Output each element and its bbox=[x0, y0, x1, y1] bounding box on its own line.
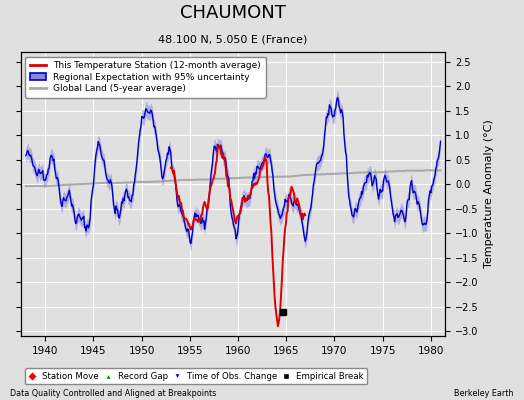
Text: 48.100 N, 5.050 E (France): 48.100 N, 5.050 E (France) bbox=[158, 35, 308, 45]
Y-axis label: Temperature Anomaly (°C): Temperature Anomaly (°C) bbox=[484, 120, 494, 268]
Text: Berkeley Earth: Berkeley Earth bbox=[454, 389, 514, 398]
Text: Data Quality Controlled and Aligned at Breakpoints: Data Quality Controlled and Aligned at B… bbox=[10, 389, 217, 398]
Legend: Station Move, Record Gap, Time of Obs. Change, Empirical Break: Station Move, Record Gap, Time of Obs. C… bbox=[25, 368, 367, 384]
Title: CHAUMONT: CHAUMONT bbox=[180, 4, 286, 22]
